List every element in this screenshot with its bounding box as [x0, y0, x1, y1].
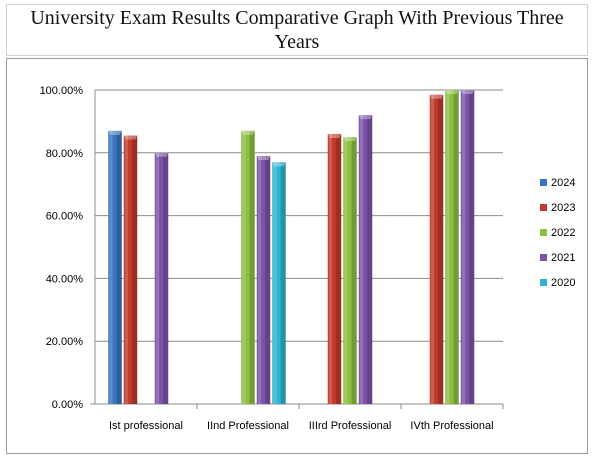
legend-swatch-2020 [540, 279, 547, 286]
bar-shade [336, 133, 342, 404]
chart-title: University Exam Results Comparative Grap… [30, 7, 564, 53]
bar-2021-2 [358, 115, 373, 405]
chart-frame [6, 58, 588, 454]
bar-cap [358, 115, 373, 120]
y-tick-label: 40.00% [46, 273, 84, 285]
bar [445, 90, 459, 404]
bar-cap [108, 130, 122, 135]
bar [108, 130, 122, 404]
bar-shade [249, 130, 255, 404]
bar-shade [438, 94, 444, 405]
bar-2023-3 [429, 94, 444, 405]
bar-2022-3 [445, 90, 459, 404]
x-tick-label: Ist professional [109, 420, 183, 432]
legend-swatch-2021 [540, 254, 547, 261]
bar-shade [265, 155, 271, 404]
bar-shade [367, 115, 373, 405]
bar-highlight [155, 152, 160, 404]
bar-cap [327, 133, 342, 138]
bar-highlight [257, 155, 262, 404]
bar-highlight [273, 162, 277, 404]
bar-cap [429, 94, 444, 99]
bar-highlight [430, 94, 435, 405]
x-tick-label: IInd Professional [207, 420, 289, 432]
bar-shade [453, 90, 459, 404]
bar [123, 135, 138, 404]
legend-label-2021: 2021 [551, 252, 575, 264]
bar-cap [343, 137, 357, 142]
bar [241, 130, 255, 404]
bar-shade [163, 152, 169, 404]
y-tick-label: 100.00% [40, 85, 84, 97]
x-tick-label: IIIrd Professional [309, 420, 392, 432]
bar-2020-1 [272, 162, 286, 404]
bar-highlight [446, 90, 450, 404]
bar [429, 94, 444, 405]
legend-swatch-2022 [540, 229, 547, 236]
bar-cap [154, 152, 169, 157]
bar-highlight [461, 90, 466, 404]
bar-2021-1 [256, 155, 271, 404]
bar [460, 90, 475, 404]
legend-swatch-2024 [540, 179, 547, 186]
bar-cap [256, 155, 271, 160]
bar-shade [351, 137, 357, 404]
x-tick-label: IVth Professional [410, 420, 493, 432]
legend-label-2020: 2020 [551, 277, 575, 289]
bar-highlight [359, 115, 364, 405]
bar-cap [272, 162, 286, 167]
bar [256, 155, 271, 404]
legend-label-2023: 2023 [551, 202, 575, 214]
bar-highlight [109, 130, 113, 404]
bar [343, 137, 357, 404]
y-tick-label: 20.00% [46, 336, 84, 348]
legend-label-2024: 2024 [551, 177, 575, 189]
bar-2021-0 [154, 152, 169, 404]
bar-cap [123, 135, 138, 140]
bar [272, 162, 286, 404]
bar-2024-0 [108, 130, 122, 404]
bar-cap [445, 90, 459, 94]
bar [154, 152, 169, 404]
y-tick-label: 60.00% [46, 211, 84, 223]
chart-title-box: University Exam Results Comparative Grap… [6, 4, 588, 56]
bar-shade [132, 135, 138, 404]
bar-shade [116, 130, 122, 404]
bar-2022-2 [343, 137, 357, 404]
y-tick-label: 0.00% [52, 399, 83, 411]
bar-2021-3 [460, 90, 475, 404]
bar-2022-1 [241, 130, 255, 404]
bar-shade [280, 162, 286, 404]
bar-highlight [242, 130, 246, 404]
bar-highlight [328, 133, 333, 404]
bar-2023-0 [123, 135, 138, 404]
bar-shade [469, 90, 475, 404]
legend-swatch-2023 [540, 204, 547, 211]
bar-highlight [344, 137, 348, 404]
bar [327, 133, 342, 404]
bar-cap [241, 130, 255, 135]
bar-cap [460, 90, 475, 94]
legend-label-2022: 2022 [551, 227, 575, 239]
bar-2023-2 [327, 133, 342, 404]
bar-highlight [124, 135, 129, 404]
bar [358, 115, 373, 405]
y-tick-label: 80.00% [46, 148, 84, 160]
